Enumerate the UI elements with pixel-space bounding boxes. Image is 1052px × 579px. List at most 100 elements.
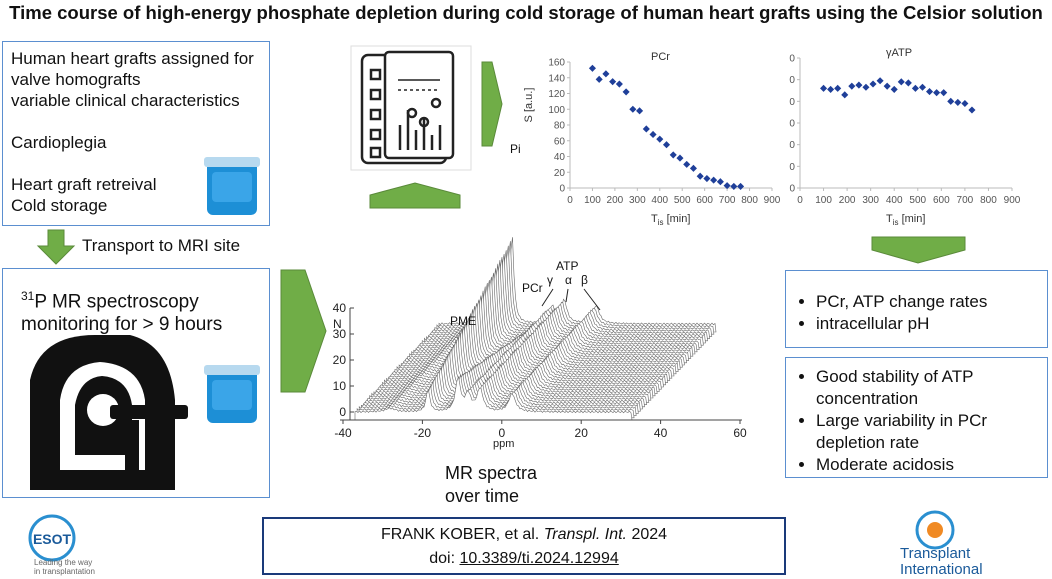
logo-text: Leading the way: [34, 558, 92, 567]
x-tick-label: 300: [629, 195, 646, 206]
arrow-right: [280, 269, 327, 393]
leader: [583, 288, 601, 311]
data-point: [588, 64, 596, 72]
data-point: [716, 178, 724, 186]
y-tick-label: 140: [548, 73, 565, 84]
x-tick-label: 200: [839, 195, 856, 206]
data-point: [820, 84, 828, 92]
x-tick-label: 900: [764, 195, 781, 206]
bullet: Large variability in PCr depletion rate: [816, 410, 1047, 454]
x-axis-label: ppm: [493, 438, 514, 450]
cooler-icon: [204, 365, 260, 423]
y-tick-label: 60: [554, 136, 566, 147]
arrow-down: [36, 229, 76, 265]
chart-title: γATP: [886, 47, 912, 59]
y-tick-label: 40: [554, 152, 566, 163]
data-point: [890, 85, 898, 93]
logo-text: in transplantation: [34, 567, 95, 576]
data-point: [649, 130, 657, 138]
y-tick-label: 40: [333, 301, 347, 315]
data-point: [904, 79, 912, 87]
peak-label: γ: [547, 273, 553, 287]
y-tick-label: 20: [784, 162, 796, 173]
year: 2024: [631, 526, 668, 543]
text: is: [658, 218, 664, 227]
data-point: [947, 97, 955, 105]
conclusions-box: Good stability of ATP concentrationLarge…: [785, 357, 1048, 478]
y-tick-label: 120: [548, 89, 565, 100]
text: [min]: [664, 213, 691, 225]
mrs-box: 31P MR spectroscopy monitoring for > 9 h…: [2, 268, 270, 498]
citation-box: FRANK KOBER, et al. Transpl. Int. 2024 d…: [262, 517, 786, 575]
x-tick-label: 200: [607, 195, 624, 206]
cooler-icon: [204, 157, 260, 215]
x-tick-label: 20: [575, 426, 589, 440]
text: is: [893, 218, 899, 227]
mrs-text: 31P MR spectroscopy monitoring for > 9 h…: [21, 285, 261, 336]
peak-label: PME: [450, 314, 476, 328]
data-point: [689, 164, 697, 172]
peak-label: α: [565, 273, 572, 287]
peak-label: PCr: [522, 281, 543, 295]
journal: Transpl. Int.: [543, 526, 627, 543]
text-line: Heart graft retreival: [11, 175, 157, 194]
data-point: [737, 182, 745, 190]
results-box: PCr, ATP change ratesintracellular pH: [785, 270, 1048, 348]
data-point: [968, 106, 976, 114]
results-list: PCr, ATP change ratesintracellular pH: [786, 291, 1047, 335]
journal-logo: Transplant International: [900, 510, 983, 578]
y-tick-label: 80: [784, 97, 796, 108]
analysis-icon: [350, 45, 472, 171]
logo-text: International: [900, 561, 983, 578]
spectrum-trace: [354, 375, 633, 421]
x-tick-label: 100: [584, 195, 601, 206]
grafts-box: Human heart grafts assigned for valve hom…: [2, 41, 270, 226]
text-line: Cold storage: [11, 196, 108, 215]
data-point: [940, 89, 948, 97]
data-point: [827, 85, 835, 93]
y-tick-label: 0: [559, 184, 565, 195]
doi-line: doi: 10.3389/ti.2024.12994: [264, 547, 784, 571]
x-axis-label: Tis [min]: [651, 213, 690, 227]
y-tick-label: 0: [789, 184, 795, 195]
data-point: [862, 83, 870, 91]
superscript: 31: [21, 289, 35, 303]
leader: [565, 288, 569, 303]
y-tick-label: 80: [554, 121, 566, 132]
data-point: [918, 83, 927, 91]
data-point: [595, 75, 603, 83]
data-point: [926, 88, 934, 96]
bullet: Good stability of ATP concentration: [816, 366, 1047, 410]
data-point: [676, 154, 684, 162]
text-line: Human heart grafts assigned for: [11, 49, 254, 68]
y-tick-label: 120: [778, 54, 795, 65]
authors: FRANK KOBER, et al.: [380, 526, 540, 543]
data-point: [629, 105, 637, 113]
data-point: [723, 182, 731, 190]
y-axis-label: N: [333, 317, 342, 331]
peak-label: Pi: [510, 142, 521, 156]
arrow-down: [871, 236, 966, 264]
y-tick-label: 100: [548, 105, 565, 116]
x-tick-label: 500: [909, 195, 926, 206]
y-tick-label: 100: [778, 75, 795, 86]
x-tick-label: 600: [933, 195, 950, 206]
bullet: Moderate acidosis: [816, 454, 1047, 476]
y-tick-label: 0: [339, 405, 346, 419]
doi-link[interactable]: 10.3389/ti.2024.12994: [459, 550, 619, 567]
data-point: [710, 176, 718, 184]
x-tick-label: 900: [1004, 195, 1021, 206]
data-point: [834, 84, 842, 92]
x-tick-label: 0: [797, 195, 803, 206]
y-axis-label: S [a.u.]: [523, 88, 535, 123]
x-tick-label: 400: [886, 195, 903, 206]
x-tick-label: 800: [980, 195, 997, 206]
data-point: [602, 70, 610, 78]
arrow-right: [481, 61, 503, 147]
bullet: PCr, ATP change rates: [816, 291, 1047, 313]
spectrum-caption: MR spectra over time: [445, 463, 538, 506]
y-tick-label: 10: [333, 379, 347, 393]
text-line: Cardioplegia: [11, 133, 107, 152]
